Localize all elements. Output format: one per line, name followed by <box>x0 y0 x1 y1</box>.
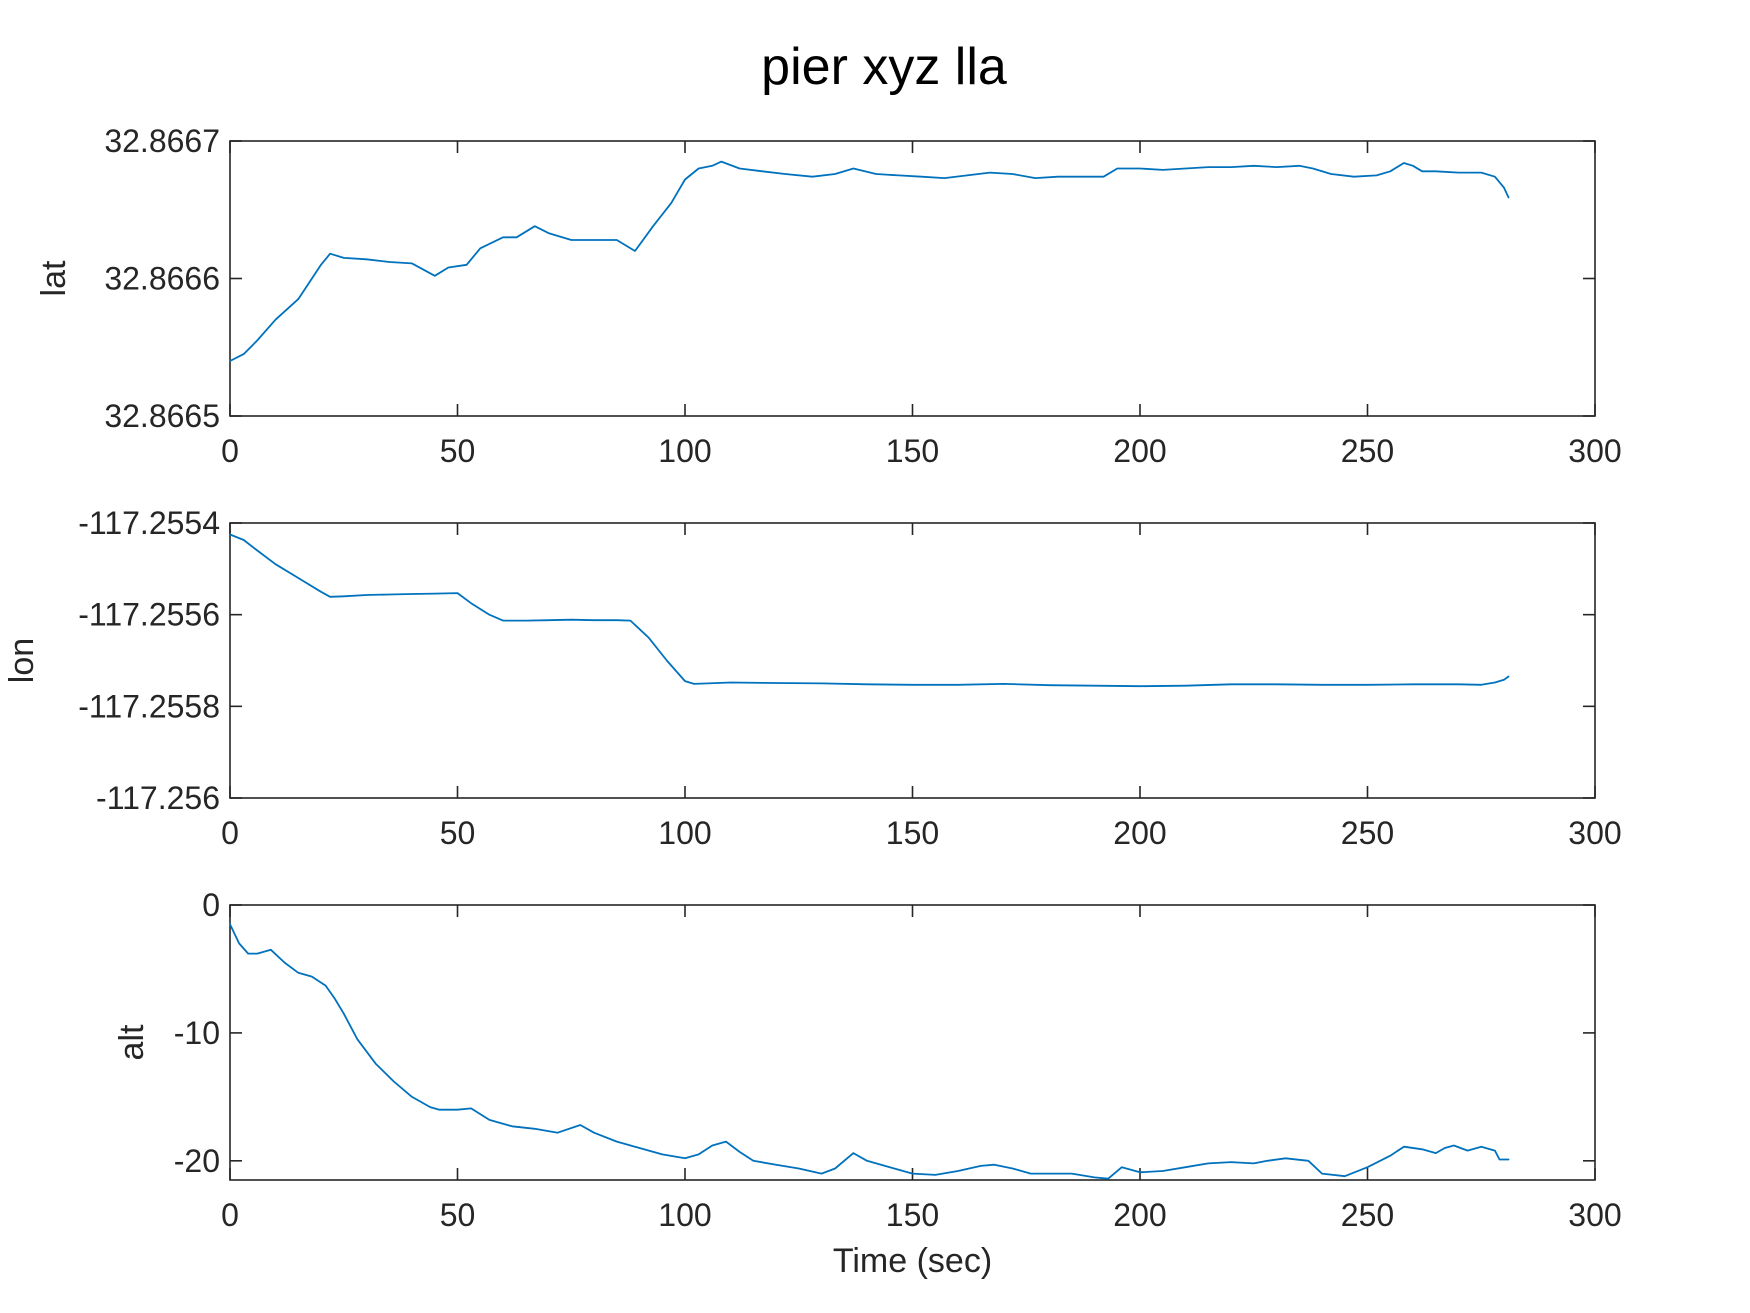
lat-ylabel: lat <box>35 260 73 296</box>
alt-series-line <box>229 923 1510 1180</box>
lon-axes-box <box>229 522 1596 799</box>
lon-tick-labels: 0 50 100 150 200 250 300 -117.256 -117.2558 -117.… <box>78 505 1621 851</box>
lon-xtick-label: 200 <box>1113 815 1166 851</box>
alt-ylabel: alt <box>113 1024 151 1060</box>
lon-xtick-label: 50 <box>440 815 476 851</box>
alt-xlabel: Time (sec) <box>833 1242 992 1280</box>
lon-xtick-label: 250 <box>1341 815 1394 851</box>
lat-xtick-label: 250 <box>1341 433 1394 469</box>
alt-ytick-label: -10 <box>174 1015 220 1051</box>
alt-xtick-label: 200 <box>1113 1197 1166 1233</box>
lon-xtick-label: 300 <box>1568 815 1621 851</box>
alt-xtick-label: 100 <box>658 1197 711 1233</box>
lon-xtick-label: 150 <box>886 815 939 851</box>
lon-ticks <box>229 522 1596 799</box>
lat-xtick-label: 200 <box>1113 433 1166 469</box>
lon-ytick-label: -117.2556 <box>78 597 220 633</box>
alt-xtick-label: 150 <box>886 1197 939 1233</box>
lat-xtick-label: 100 <box>658 433 711 469</box>
lon-series <box>229 533 1510 688</box>
lon-series-line <box>229 533 1510 688</box>
lon-ytick-label: -117.256 <box>96 780 220 816</box>
lat-xtick-label: 300 <box>1568 433 1621 469</box>
figure-title: pier xyz lla <box>761 38 1007 96</box>
lat-axes-box <box>229 140 1596 417</box>
alt-xtick-label: 250 <box>1341 1197 1394 1233</box>
lat-subplot: 0 50 100 150 200 250 30032.866532.866632.8667 … <box>35 123 1622 469</box>
lat-ytick-label: 32.8666 <box>104 261 220 297</box>
alt-xtick-label: 300 <box>1568 1197 1621 1233</box>
alt-ticks <box>229 904 1596 1180</box>
lat-ytick-label: 32.8667 <box>104 123 220 159</box>
lon-xtick-label: 100 <box>658 815 711 851</box>
lat-tick-labels: 0 50 100 150 200 250 300 32.8665 32.8666 32.8667 <box>104 123 1621 469</box>
alt-subplot: 0 50 100 150 200 250 300 -20 -10 0 alt Time (sec) <box>113 887 1622 1280</box>
alt-xtick-label: 0 <box>221 1197 239 1233</box>
alt-xtick-label: 50 <box>440 1197 476 1233</box>
lat-ytick-label: 32.8665 <box>104 398 220 434</box>
alt-axes-box <box>229 904 1596 1181</box>
alt-series <box>229 923 1510 1180</box>
alt-ytick-label: 0 <box>202 887 220 923</box>
lat-ticks <box>229 140 1596 417</box>
lon-ytick-label: -117.2558 <box>78 688 220 724</box>
lat-xtick-label: 0 <box>221 433 239 469</box>
lon-subplot: 0 50 100 150 200 250 300 -117.256 -117.2558 -117.… <box>3 505 1622 851</box>
alt-tick-labels: 0 50 100 150 200 250 300 -20 -10 0 <box>174 887 1622 1233</box>
lat-xtick-label: 150 <box>886 433 939 469</box>
lat-xtick-label: 50 <box>440 433 476 469</box>
alt-ytick-label: -20 <box>174 1143 220 1179</box>
lon-xtick-label: 0 <box>221 815 239 851</box>
lon-ylabel: lon <box>3 638 41 683</box>
lat-series <box>229 160 1510 362</box>
lat-series-line <box>229 160 1510 362</box>
lon-ytick-label: -117.2554 <box>78 505 220 541</box>
